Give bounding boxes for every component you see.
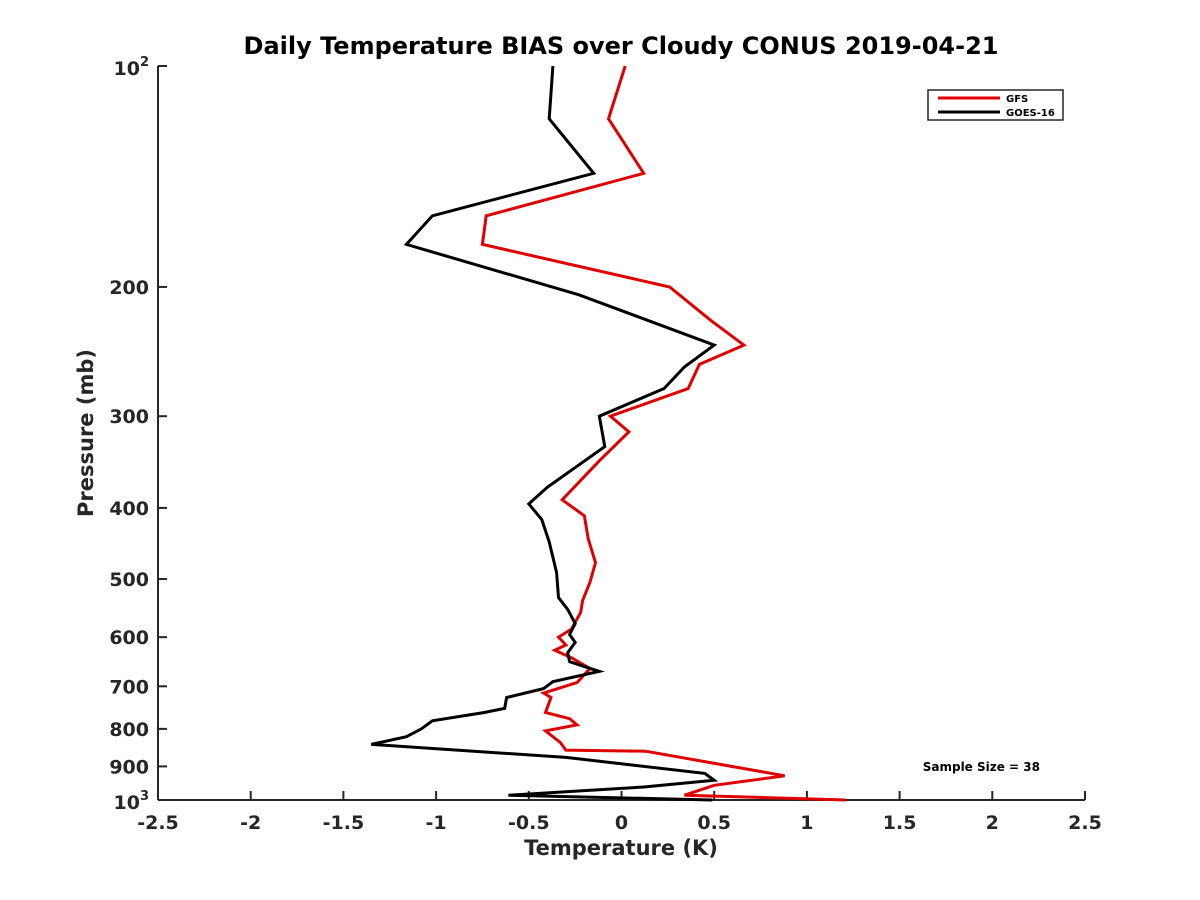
y-tick-label: 700 bbox=[109, 676, 149, 698]
sample-size-annotation: Sample Size = 38 bbox=[923, 760, 1040, 774]
x-tick-label: -0.5 bbox=[508, 812, 550, 834]
y-tick-label: 200 bbox=[109, 277, 149, 299]
y-tick-label: 500 bbox=[109, 569, 149, 591]
x-tick-label: 0.5 bbox=[697, 812, 731, 834]
x-tick-label: -1 bbox=[426, 812, 447, 834]
x-tick-label: -1.5 bbox=[323, 812, 365, 834]
chart-title: Daily Temperature BIAS over Cloudy CONUS… bbox=[244, 32, 999, 60]
y-tick-top-label: 102 bbox=[114, 55, 150, 80]
legend-box bbox=[927, 89, 1064, 121]
plot-area: -2.5 -2 -1.5 -1 -0.5 0 0.5 1 1.5 2 2.5 200 300 400 500… bbox=[109, 55, 1102, 834]
legend: GFS GOES-16 bbox=[927, 89, 1064, 121]
y-tick-bottom-label: 103 bbox=[114, 789, 150, 814]
series-line-goes-16 bbox=[370, 65, 719, 802]
x-tick-label: 2 bbox=[986, 812, 999, 834]
y-tick-label: 900 bbox=[109, 756, 149, 778]
x-axis-label: Temperature (K) bbox=[524, 836, 718, 860]
y-tick-label: 400 bbox=[109, 498, 149, 520]
y-tick-label: 600 bbox=[109, 627, 149, 649]
legend-label: GFS bbox=[1006, 94, 1028, 105]
x-tick-label: 2.5 bbox=[1068, 812, 1102, 834]
x-tick-label: -2.5 bbox=[137, 812, 179, 834]
x-tick-label: -2 bbox=[240, 812, 261, 834]
x-tick-label: 1 bbox=[800, 812, 813, 834]
x-tick-label: 1.5 bbox=[883, 812, 917, 834]
legend-label: GOES-16 bbox=[1006, 108, 1055, 119]
y-tick-label: 800 bbox=[109, 719, 149, 741]
x-tick-label: 0 bbox=[615, 812, 628, 834]
y-tick-label: 300 bbox=[109, 406, 149, 428]
y-axis-label: Pressure (mb) bbox=[74, 349, 98, 517]
